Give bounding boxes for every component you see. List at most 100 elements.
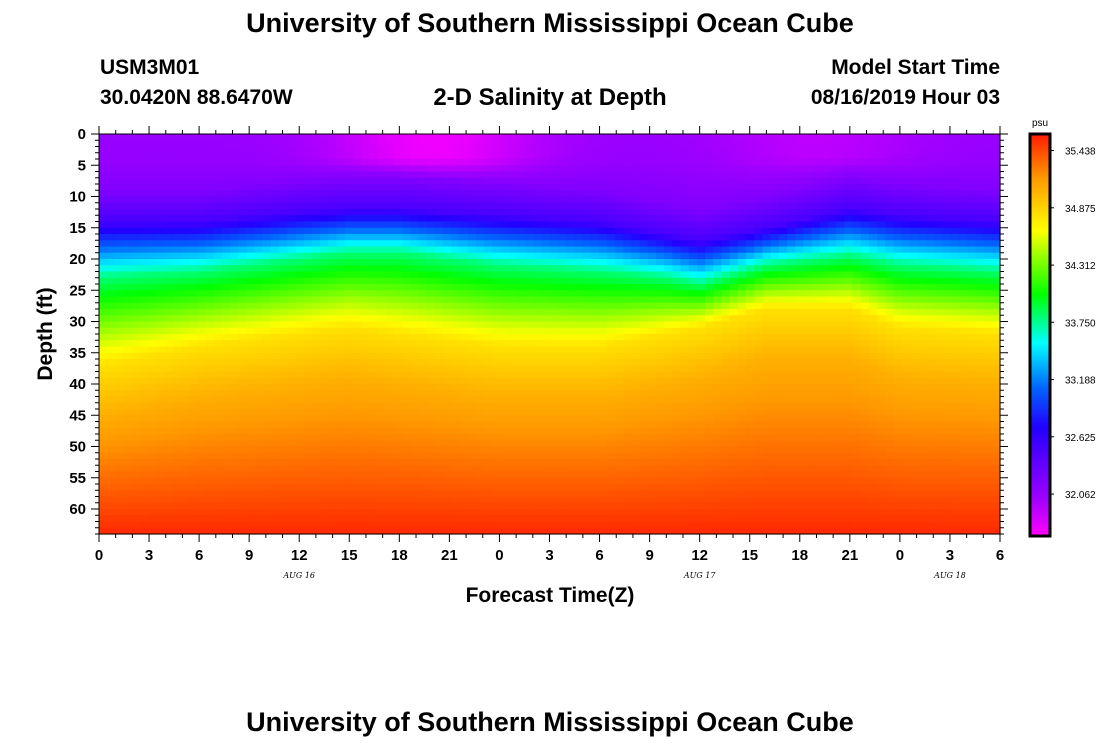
heatmap-cell <box>336 315 346 323</box>
heatmap-cell <box>983 396 993 404</box>
heatmap-cell <box>623 402 633 410</box>
heatmap-cell <box>475 321 485 329</box>
heatmap-cell <box>909 321 919 329</box>
heatmap-cell <box>811 246 821 254</box>
heatmap-cell <box>975 327 985 335</box>
heatmap-cell <box>221 259 231 266</box>
heatmap-cell <box>221 209 231 216</box>
heatmap-cell <box>967 240 977 248</box>
heatmap-cell <box>680 371 690 379</box>
heatmap-cell <box>598 259 608 266</box>
heatmap-cell <box>696 165 706 173</box>
heatmap-cell <box>172 296 182 304</box>
heatmap-cell <box>369 346 379 354</box>
heatmap-cell <box>467 384 477 391</box>
heatmap-cell <box>746 365 755 373</box>
heatmap-cell <box>402 327 411 335</box>
heatmap-cell <box>180 234 190 241</box>
heatmap-cell <box>811 134 821 141</box>
heatmap-cell <box>221 246 231 254</box>
heatmap-cell <box>672 340 682 348</box>
heatmap-cell <box>787 134 796 141</box>
heatmap-cell <box>836 277 845 285</box>
heatmap-cell <box>377 177 387 185</box>
heatmap-cell <box>713 315 723 323</box>
heatmap-cell <box>541 165 551 173</box>
heatmap-cell <box>541 390 551 398</box>
heatmap-cell <box>123 402 133 410</box>
heatmap-cell <box>885 171 895 179</box>
heatmap-cell <box>901 215 911 223</box>
heatmap-cell <box>549 184 559 191</box>
heatmap-cell <box>516 165 526 173</box>
heatmap-cell <box>655 152 665 160</box>
heatmap-cell <box>377 152 387 160</box>
heatmap-cell <box>598 265 608 273</box>
heatmap-cell <box>434 402 444 410</box>
heatmap-cell <box>827 371 837 379</box>
heatmap-cell <box>647 227 657 235</box>
heatmap-cell <box>803 265 813 273</box>
heatmap-cell <box>230 177 239 185</box>
heatmap-cell <box>901 259 911 266</box>
heatmap-cell <box>721 302 731 310</box>
heatmap-cell <box>205 315 215 323</box>
heatmap-cell <box>533 221 542 229</box>
heatmap-cell <box>574 309 583 316</box>
heatmap-cell <box>598 165 608 173</box>
heatmap-cell <box>655 390 665 398</box>
heatmap-cell <box>778 334 788 341</box>
heatmap-cell <box>680 277 690 285</box>
heatmap-cell <box>189 409 198 416</box>
heatmap-cell <box>926 209 936 216</box>
heatmap-cell <box>909 277 919 285</box>
heatmap-cell <box>737 334 747 341</box>
heatmap-cell <box>402 340 411 348</box>
heatmap-cell <box>787 309 796 316</box>
heatmap-cell <box>369 215 379 223</box>
heatmap-cell <box>721 134 731 141</box>
heatmap-cell <box>139 240 149 248</box>
heatmap-cell <box>950 159 960 166</box>
heatmap-cell <box>746 371 755 379</box>
heatmap-cell <box>123 240 133 248</box>
heatmap-cell <box>918 290 927 298</box>
heatmap-cell <box>672 159 682 166</box>
heatmap-cell <box>156 134 166 141</box>
heatmap-cell <box>189 296 198 304</box>
page-title: University of Southern Mississippi Ocean… <box>246 8 854 38</box>
heatmap-cell <box>279 152 288 160</box>
heatmap-cell <box>508 184 518 191</box>
heatmap-cell <box>99 284 108 291</box>
heatmap-cell <box>672 240 682 248</box>
heatmap-cell <box>107 184 116 191</box>
heatmap-cell <box>582 252 592 260</box>
heatmap-cell <box>721 159 731 166</box>
heatmap-cell <box>967 227 977 235</box>
heatmap-cell <box>311 309 321 316</box>
heatmap-cell <box>189 202 198 210</box>
heatmap-cell <box>631 296 641 304</box>
heatmap-cell <box>123 390 133 398</box>
heatmap-cell <box>344 346 354 354</box>
heatmap-cell <box>811 177 821 185</box>
heatmap-cell <box>279 371 288 379</box>
heatmap-cell <box>631 259 641 266</box>
heatmap-cell <box>393 221 403 229</box>
heatmap-cell <box>615 265 624 273</box>
heatmap-cell <box>762 340 772 348</box>
heatmap-cell <box>991 209 1001 216</box>
heatmap-cell <box>344 396 354 404</box>
heatmap-cell <box>352 165 362 173</box>
heatmap-cell <box>352 327 362 335</box>
heatmap-cell <box>868 284 878 291</box>
heatmap-cell <box>918 309 927 316</box>
heatmap-cell <box>860 309 870 316</box>
heatmap-cell <box>549 190 559 198</box>
heatmap-cell <box>827 384 837 391</box>
heatmap-cell <box>901 321 911 329</box>
heatmap-cell <box>426 259 436 266</box>
heatmap-cell <box>189 352 198 360</box>
heatmap-cell <box>107 321 116 329</box>
heatmap-cell <box>918 409 927 416</box>
